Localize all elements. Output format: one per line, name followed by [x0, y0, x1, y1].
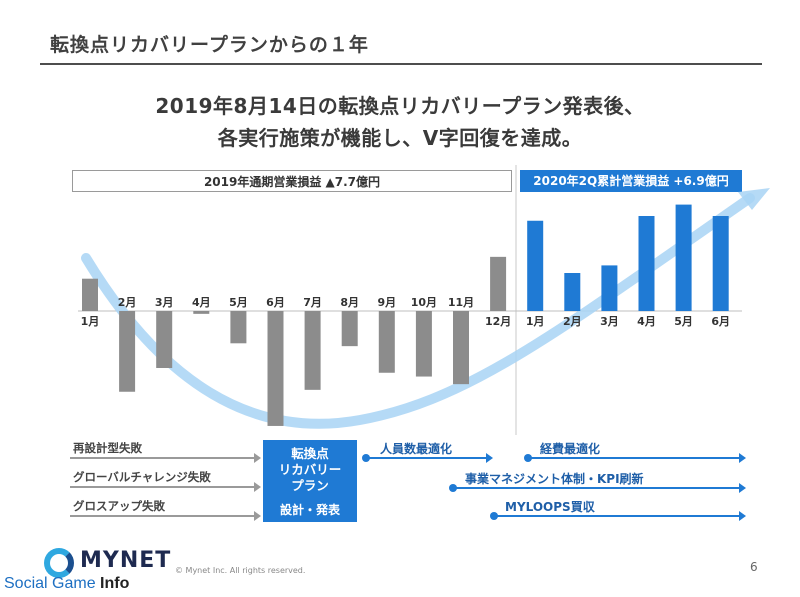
bar-4: [193, 311, 210, 314]
failure-label-3: グロスアップ失敗: [73, 499, 165, 513]
action-label-1: 人員数最適化: [380, 442, 453, 456]
group-box-2020: 2020年2Q累計営業損益 +6.9億円: [520, 170, 742, 192]
tick-label-5: 5月: [229, 296, 248, 309]
bar-chart: 1月 2月 3月 4月 5月 6月 7月 8月 9月 10月 11月 12月 1月 2月 3月 4月 5月 6月: [78, 165, 770, 435]
tick-label-11: 11月: [448, 296, 474, 309]
tick-label-18: 6月: [711, 315, 730, 328]
action-label-4: MYLOOPS買収: [505, 500, 595, 514]
bar-1: [82, 278, 98, 311]
tick-label-10: 10月: [411, 296, 437, 309]
failure-arrow-1: [70, 453, 261, 463]
action-dot-4: [490, 512, 498, 520]
action-arrow-3: [449, 483, 746, 493]
watermark-a: Social Game: [4, 575, 101, 592]
page-number: 6: [750, 560, 758, 574]
tick-label-1: 1月: [81, 315, 100, 328]
plan-box-sub: 設計・発表: [279, 503, 340, 517]
failure-arrow-2: [70, 482, 261, 492]
plan-box-line-3: プラン: [291, 478, 329, 493]
bar-12: [490, 256, 507, 311]
page-title: 転換点リカバリープランからの１年: [50, 34, 369, 56]
bar-10: [415, 311, 432, 377]
tick-label-2: 2月: [118, 296, 137, 309]
footer: [0, 535, 800, 597]
failure-arrow-3: [70, 511, 261, 521]
headline-line-2: 各実行施策が機能し、V字回復を達成。: [217, 126, 583, 150]
tick-label-4: 4月: [192, 296, 211, 309]
bar-16: [638, 216, 655, 311]
bar-7: [304, 311, 321, 390]
tick-label-6: 6月: [266, 296, 285, 309]
tick-label-8: 8月: [340, 296, 359, 309]
bar-11: [453, 311, 469, 385]
logo-text: MYNET: [80, 548, 172, 573]
tick-label-17: 5月: [674, 315, 693, 328]
tick-label-3: 3月: [155, 296, 174, 309]
action-label-2: 経費最適化: [540, 442, 601, 456]
bar-8: [341, 311, 358, 347]
bar-18: [712, 216, 729, 311]
bar-6: [267, 311, 284, 426]
title-divider: [40, 63, 762, 65]
bar-13: [527, 220, 544, 311]
action-arrow-2: [524, 453, 746, 463]
action-dot-1: [362, 454, 370, 462]
bar-3: [156, 311, 173, 368]
tick-label-15: 3月: [600, 315, 619, 328]
plan-box-line-2: リカバリー: [278, 462, 342, 477]
mynet-logo-icon: [44, 548, 74, 578]
trend-arrow-head: [738, 188, 770, 210]
bar-14: [564, 273, 581, 311]
recovery-plan-box: 転換点 リカバリー プラン 設計・発表: [263, 440, 357, 522]
tick-label-7: 7月: [303, 296, 322, 309]
action-arrow-4: [490, 511, 746, 521]
watermark-b: Info: [100, 575, 130, 592]
headline-line-1: 2019年8月14日の転換点リカバリープラン発表後、: [155, 94, 645, 118]
tick-label-9: 9月: [377, 296, 396, 309]
plan-box-line-1: 転換点: [291, 446, 329, 461]
bar-2: [119, 311, 136, 392]
bar-17: [675, 204, 692, 311]
copyright: © Mynet Inc. All rights reserved.: [175, 566, 306, 575]
bar-9: [378, 311, 395, 373]
failure-label-2: グローバルチャレンジ失敗: [73, 470, 211, 484]
tick-label-16: 4月: [637, 315, 656, 328]
failure-label-1: 再設計型失敗: [73, 441, 142, 455]
bar-5: [230, 311, 247, 344]
bar-15: [601, 265, 618, 311]
group-box-2019: 2019年通期営業損益 ▲7.7億円: [72, 170, 512, 192]
tick-label-14: 2月: [563, 315, 582, 328]
action-label-3: 事業マネジメント体制・KPI刷新: [465, 472, 644, 486]
action-arrow-1: [362, 453, 493, 463]
action-dot-3: [449, 484, 457, 492]
action-dot-2: [524, 454, 532, 462]
tick-label-12: 12月: [485, 315, 511, 328]
watermark: Social Game Info: [4, 575, 129, 593]
tick-label-13: 1月: [526, 315, 545, 328]
